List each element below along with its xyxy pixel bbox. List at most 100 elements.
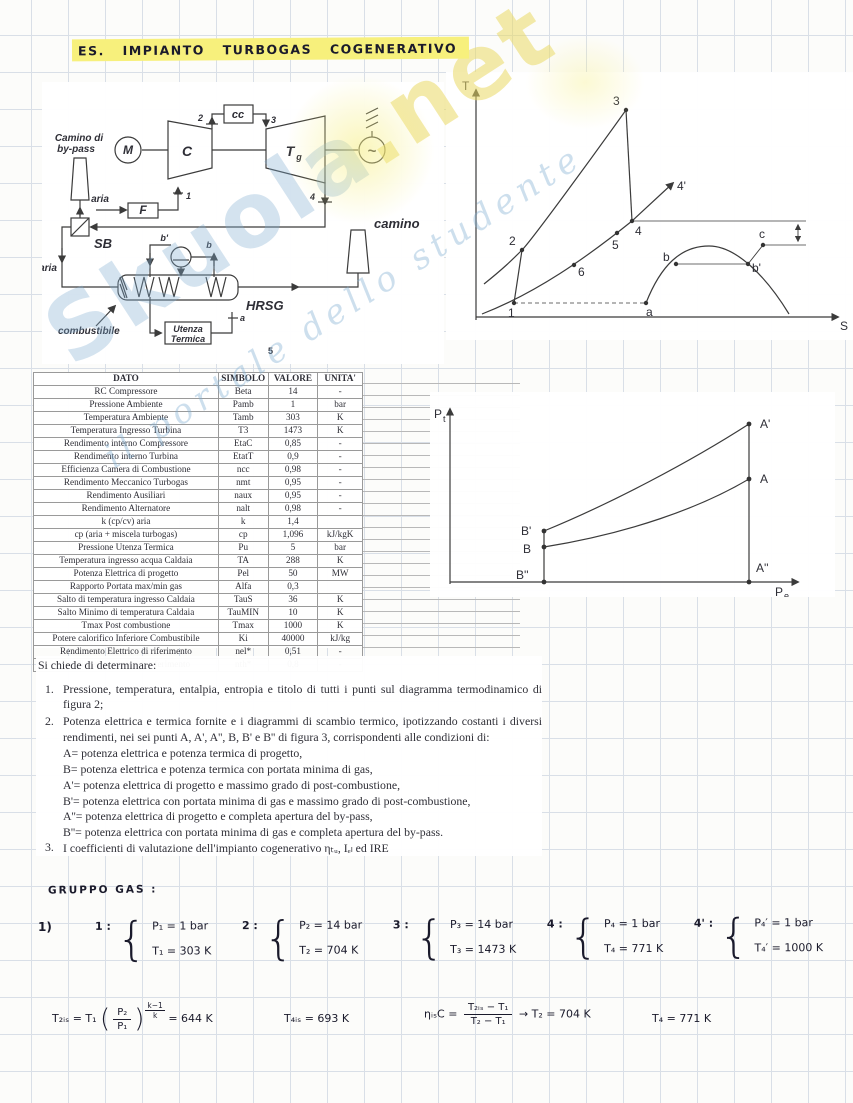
cell-valore: 5 xyxy=(269,542,319,554)
cell-unita: K xyxy=(318,555,364,567)
task-item-1: 1. Pressione, temperatura, entalpia, ent… xyxy=(36,682,542,713)
brace-glyph xyxy=(569,911,599,961)
table-row: Rendimento Elettrico di riferimento nel*… xyxy=(33,645,364,658)
cell-dato: Potere calorifico Inferiore Combustibile xyxy=(34,633,219,645)
sb-label: SB xyxy=(94,236,112,251)
handwritten-calcs-row: T₂ᵢₛ = T₁ P₂P₁k−1k = 644 K T₄ᵢₛ = 693 K … xyxy=(52,996,842,1058)
task-item-2-sublist: A= potenza elettrica e potenza termica d… xyxy=(36,746,542,856)
ts-point-b: b xyxy=(663,250,670,264)
cell-unita: bar xyxy=(318,399,364,411)
handwritten-state: 2 : P₂ = 14 bar T₂ = 704 K xyxy=(242,913,362,964)
handwritten-states-row: 1 : P₁ = 1 bar T₁ = 303 K 2 : P₂ = 14 ba… xyxy=(95,910,823,964)
page-title-text: ES. IMPIANTO TURBOGAS COGENERATIVO xyxy=(71,36,470,62)
state-temperature: T₄′ = 1000 K xyxy=(754,941,824,955)
cell-valore: 0,85 xyxy=(269,438,319,450)
cell-unita: kJ/kg xyxy=(318,633,364,645)
table-row: RC Compressore Beta 14 - xyxy=(33,385,364,398)
cell-unita: - xyxy=(318,386,364,398)
point-b-dprime: B'' xyxy=(516,568,529,582)
task-condition-line: A'= potenza elettrica di progetto e mass… xyxy=(63,777,401,792)
brace-glyph xyxy=(117,914,147,964)
state-temperature: T₂ = 704 K xyxy=(299,943,359,957)
cell-dato: Tmax Post combustione xyxy=(34,620,219,632)
y-axis-label-sub: t xyxy=(443,414,446,424)
cell-simbolo: cp xyxy=(219,529,269,541)
cell-valore: 303 xyxy=(269,412,319,424)
point-b-label: b xyxy=(206,240,212,250)
table-header-dato: DATO xyxy=(34,373,219,385)
table-row: k (cp/cv) aria k 1,4 xyxy=(33,515,364,528)
eta-fraction: T₂ᵢₛ − T₁ T₂ − T₁ xyxy=(463,1002,513,1027)
ts-point-4: 4 xyxy=(635,224,642,238)
table-row: Rendimento interno Turbina EtatT 0,9 - xyxy=(33,450,364,463)
table-row: Tmax Post combustione Tmax 1000 K xyxy=(33,619,364,632)
brace-glyph xyxy=(415,912,445,962)
ts-diagram-svg: T S 1 2 3 4 4' 5 6 a b b' c xyxy=(462,79,848,333)
cell-dato: Pressione Utenza Termica xyxy=(34,542,219,554)
plant-schematic-svg: Camino di by-pass M C cc T g ~ F aria ar… xyxy=(39,104,420,356)
x-axis-label-main: P xyxy=(775,585,783,597)
calc-t4is-result: T₄ᵢₛ = 693 K xyxy=(284,1012,350,1025)
cell-dato: cp (aria + miscela turbogas) xyxy=(34,529,219,541)
pt-pe-diagram-figure: P t P e A' A A'' B' B B'' xyxy=(430,392,835,601)
cell-dato: Temperatura Ingresso Turbina xyxy=(34,425,219,437)
cell-dato: Salto Minimo di temperatura Caldaia xyxy=(34,607,219,619)
state-pressure: P₄′ = 1 bar xyxy=(754,916,813,930)
cell-unita: - xyxy=(318,451,364,463)
cell-unita: MW xyxy=(318,568,364,580)
cell-valore: 10 xyxy=(269,607,319,619)
utenza-label-2: Termica xyxy=(171,334,205,344)
calc3-lhs: ηᵢₛC = xyxy=(424,1007,458,1021)
task-condition-line: B= potenza elettrica e potenza termica c… xyxy=(63,762,373,777)
turbine-label: T xyxy=(286,143,296,159)
table-header-row: DATO SIMBOLO VALORE UNITA' xyxy=(33,372,364,385)
cell-dato: Salto di temperatura ingresso Caldaia xyxy=(34,594,219,606)
cell-valore: 50 xyxy=(269,568,319,580)
cell-unita: bar xyxy=(318,542,364,554)
ts-point-1: 1 xyxy=(508,306,515,320)
cell-unita xyxy=(318,581,364,593)
turbine-label-sub: g xyxy=(295,152,302,162)
cell-valore: 0,95 xyxy=(269,477,319,489)
aria-inlet-label: aria xyxy=(91,194,109,205)
ts-points xyxy=(511,107,766,306)
compressor-label: C xyxy=(182,143,193,159)
cell-valore: 0,51 xyxy=(269,646,319,658)
point-3-label: 3 xyxy=(271,115,276,125)
cell-dato: Rapporto Portata max/min gas xyxy=(34,581,219,593)
cell-dato: Rendimento interno Turbina xyxy=(34,451,219,463)
calc1-result: = 644 K xyxy=(168,1012,213,1025)
task-item-2-text: Potenza elettrica e termica fornite e i … xyxy=(63,714,542,744)
task-condition-line: I coefficienti di valutazione dell'impia… xyxy=(63,840,389,855)
table-row: Potenza Elettrica di progetto Pel 50 MW xyxy=(33,567,364,580)
cell-unita: K xyxy=(318,425,364,437)
point-a-dprime: A'' xyxy=(756,561,769,575)
table-row: Temperatura Ingresso Turbina T3 1473 K xyxy=(33,424,364,437)
point-a: A xyxy=(760,472,768,486)
cell-dato: Rendimento Alternatore xyxy=(34,503,219,515)
brace-glyph xyxy=(264,913,294,963)
cell-unita: K xyxy=(318,620,364,632)
cell-valore: 1,096 xyxy=(269,529,319,541)
handwritten-state: 4 : P₄ = 1 bar T₄ = 771 K xyxy=(547,911,663,962)
cell-unita: - xyxy=(318,438,364,450)
cell-unita: K xyxy=(318,607,364,619)
cell-dato: Rendimento Ausiliari xyxy=(34,490,219,502)
state-label: 3 : xyxy=(392,918,409,932)
cell-dato: Potenza Elettrica di progetto xyxy=(34,568,219,580)
table-row: Salto di temperatura ingresso Caldaia Ta… xyxy=(33,593,364,606)
state-label: 1 : xyxy=(94,919,111,933)
table-header-valore: VALORE xyxy=(269,373,319,385)
task-condition-line: A= potenza elettrica e potenza termica d… xyxy=(63,746,303,761)
table-body: RC Compressore Beta 14 - Pressione Ambie… xyxy=(33,385,364,672)
point-a-label: a xyxy=(240,313,245,323)
cell-unita: - xyxy=(318,646,364,658)
cell-dato: Efficienza Camera di Combustione xyxy=(34,464,219,476)
plant-schematic-figure: Camino di by-pass M C cc T g ~ F aria ar… xyxy=(39,82,444,364)
handwritten-section-title: GRUPPO GAS : xyxy=(47,883,158,897)
cell-valore: 1000 xyxy=(269,620,319,632)
task-item-2: 2. Potenza elettrica e termica fornite e… xyxy=(36,714,542,745)
task-intro: Si chiede di determinare: xyxy=(38,658,157,672)
cell-simbolo: TauS xyxy=(219,594,269,606)
